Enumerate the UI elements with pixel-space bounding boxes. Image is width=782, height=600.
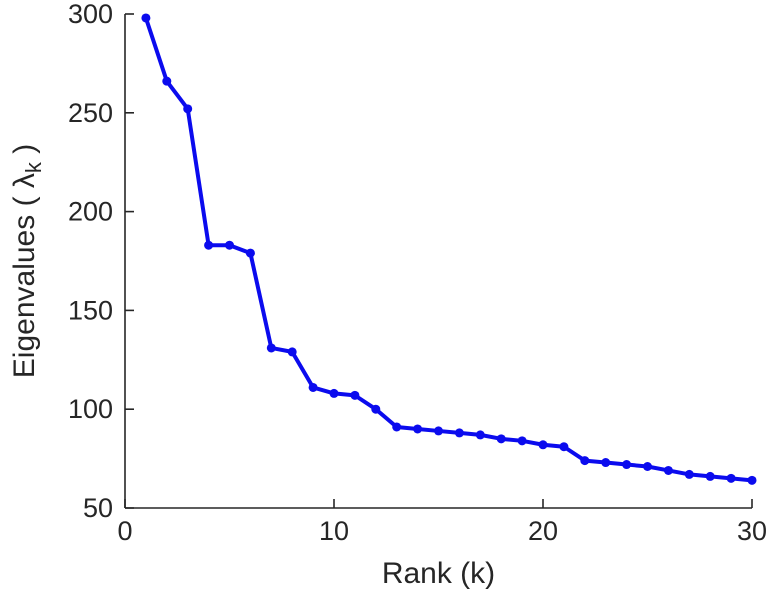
data-point	[162, 76, 172, 86]
y-tick-label: 50	[83, 493, 113, 523]
data-point	[454, 428, 464, 438]
data-point	[559, 442, 569, 452]
data-point	[141, 13, 151, 23]
y-tick-label: 200	[68, 197, 113, 227]
x-tick-label: 0	[117, 516, 132, 546]
data-point	[726, 473, 736, 483]
data-point	[538, 440, 548, 450]
y-tick-label: 300	[68, 0, 113, 29]
data-point	[392, 422, 402, 432]
data-point	[747, 475, 757, 485]
x-tick-label: 30	[737, 516, 767, 546]
data-point	[705, 471, 715, 481]
data-point	[684, 469, 694, 479]
y-tick-label: 250	[68, 98, 113, 128]
data-point	[580, 456, 590, 466]
data-point	[663, 465, 673, 475]
x-tick-label: 20	[528, 516, 558, 546]
y-axis-label: Eigenvalues ( λk )	[8, 144, 46, 378]
data-point	[413, 424, 423, 434]
data-point	[517, 436, 527, 446]
x-tick-label: 10	[319, 516, 349, 546]
data-point	[601, 458, 611, 468]
data-point	[622, 460, 632, 470]
data-point	[496, 434, 506, 444]
x-axis-label: Rank (k)	[382, 557, 495, 590]
data-point	[475, 430, 485, 440]
data-point	[371, 404, 381, 414]
data-point	[204, 240, 214, 250]
data-point	[643, 462, 652, 472]
data-point	[329, 388, 339, 398]
data-point	[308, 382, 318, 392]
data-point	[266, 343, 276, 353]
data-point	[225, 240, 234, 250]
data-point	[350, 390, 360, 400]
data-point	[434, 426, 443, 436]
y-tick-label: 100	[68, 394, 113, 424]
y-tick-label: 150	[68, 295, 113, 325]
data-point	[245, 248, 255, 258]
series-line	[143, 15, 754, 483]
data-point	[287, 347, 297, 357]
data-point	[183, 104, 193, 114]
